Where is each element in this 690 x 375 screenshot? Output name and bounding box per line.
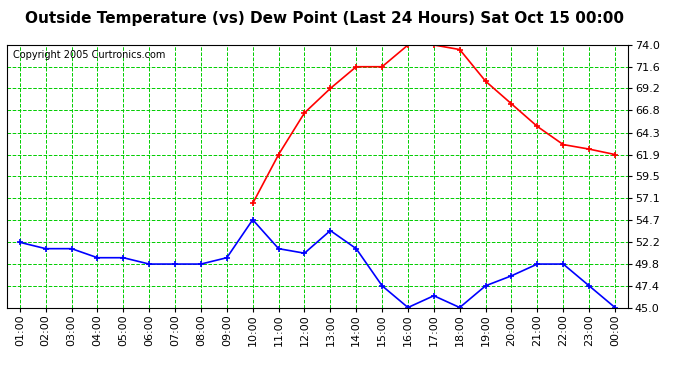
Text: Copyright 2005 Curtronics.com: Copyright 2005 Curtronics.com xyxy=(13,50,166,60)
Text: Outside Temperature (vs) Dew Point (Last 24 Hours) Sat Oct 15 00:00: Outside Temperature (vs) Dew Point (Last… xyxy=(25,11,624,26)
